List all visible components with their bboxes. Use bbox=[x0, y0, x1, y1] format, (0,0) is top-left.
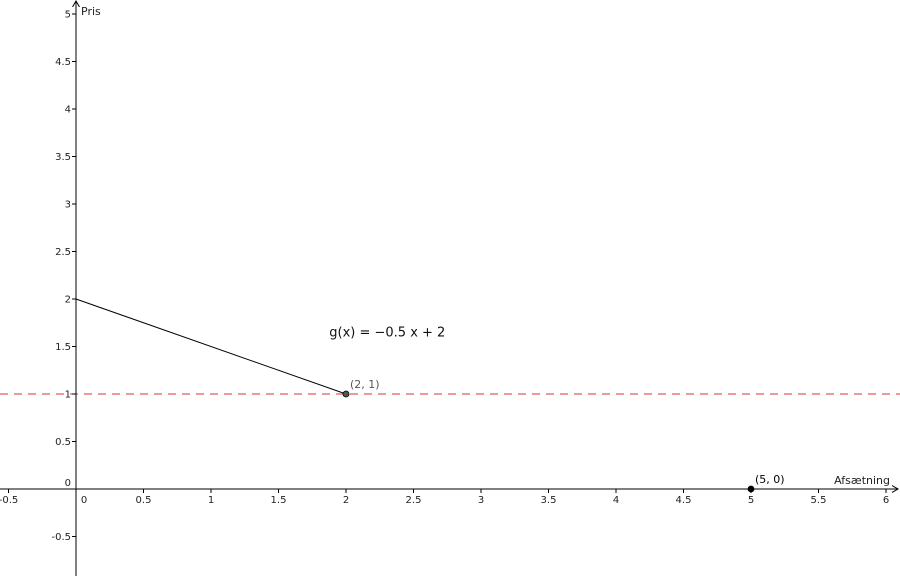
y-tick-label: 5 bbox=[65, 10, 71, 21]
x-tick-label: 2.5 bbox=[406, 495, 422, 506]
x-tick-label: 0.5 bbox=[136, 495, 152, 506]
y-tick-label: 4.5 bbox=[55, 57, 71, 68]
y-tick-label: 1.5 bbox=[55, 342, 71, 353]
function-label: g(x) = −0.5 x + 2 bbox=[329, 325, 445, 340]
data-point bbox=[747, 485, 755, 493]
y-axis-title: Pris bbox=[81, 5, 101, 18]
y-tick-label: 3 bbox=[65, 200, 71, 211]
x-tick-label: 2 bbox=[343, 495, 349, 506]
x-tick-label: 5 bbox=[748, 495, 754, 506]
point-label: (5, 0) bbox=[755, 473, 785, 486]
x-tick-label: 4 bbox=[613, 495, 619, 506]
y-tick-label: 1 bbox=[65, 390, 71, 401]
plot-area bbox=[75, 298, 755, 493]
x-axis-title: Afsætning bbox=[834, 474, 890, 487]
y-tick-label: 2 bbox=[65, 295, 71, 306]
x-tick-label: 4.5 bbox=[676, 495, 692, 506]
labels: (2, 1) (5, 0) g(x) = −0.5 x + 2 bbox=[329, 325, 784, 486]
y-tick-label: 4 bbox=[65, 105, 71, 116]
x-tick-label: -0.5 bbox=[0, 495, 18, 506]
y-tick-label: 0 bbox=[65, 478, 71, 489]
x-tick-label: 3.5 bbox=[541, 495, 557, 506]
y-tick-label: 0.5 bbox=[55, 437, 71, 448]
x-tick-label: 6 bbox=[883, 495, 889, 506]
x-tick-label: 5.5 bbox=[811, 495, 827, 506]
x-tick-label: 3 bbox=[478, 495, 484, 506]
y-tick-label: 3.5 bbox=[55, 152, 71, 163]
function-line-g bbox=[75, 298, 347, 395]
data-point bbox=[342, 390, 350, 398]
y-tick-label: 2.5 bbox=[55, 247, 71, 258]
x-tick-label: 1 bbox=[208, 495, 214, 506]
y-tick-label: -0.5 bbox=[51, 532, 71, 543]
x-tick-label: 0 bbox=[81, 495, 87, 506]
point-label: (2, 1) bbox=[350, 378, 380, 391]
x-tick-label: 1.5 bbox=[271, 495, 287, 506]
